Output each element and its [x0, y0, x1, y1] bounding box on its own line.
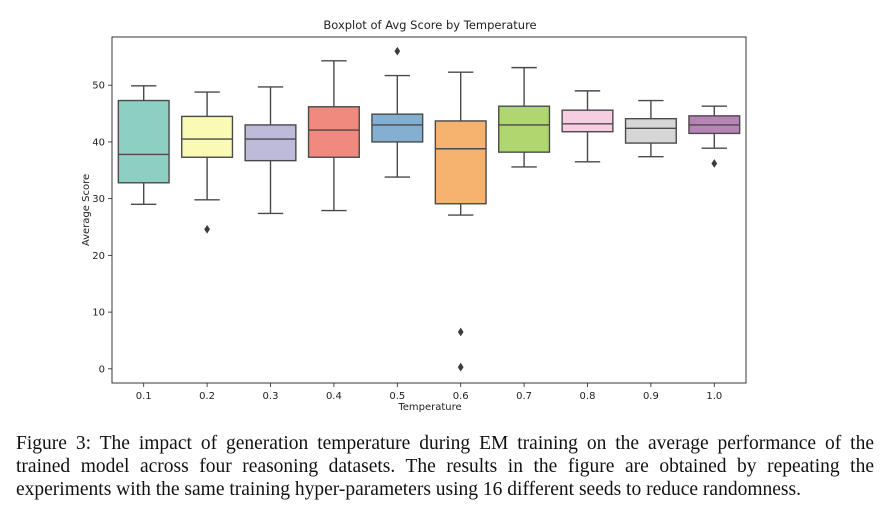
y-axis-label: Average Score [81, 174, 92, 246]
outlier-point [394, 46, 401, 56]
outlier-point [711, 159, 718, 168]
x-tick-label: 0.5 [389, 391, 405, 402]
box-0.4 [307, 106, 360, 158]
x-tick-label: 0.2 [199, 391, 215, 402]
caption-line: Figure 3: The impact of generation tempe… [16, 433, 874, 454]
figure-caption: Figure 3: The impact of generation tempe… [16, 432, 874, 501]
boxplot-chart: Boxplot of Avg Score by Temperature 0 10 2… [81, 18, 747, 413]
box-0.6 [434, 120, 487, 205]
x-tick-label: 0.4 [326, 391, 342, 402]
box-0.8 [561, 109, 614, 133]
x-tick-label: 0.6 [453, 391, 469, 402]
caption-line: trained model across four reasoning data… [16, 456, 874, 477]
box-0.7 [498, 105, 551, 153]
plot-area: 0 10 20 30 40 50 0.1 0.2 0.3 0.4 0.5 0.6 0.7 0.8 0.9 1.… [92, 36, 747, 402]
y-tick-label: 20 [92, 251, 105, 262]
box-0.5 [371, 113, 424, 143]
y-tick-label: 40 [92, 137, 105, 148]
x-axis-label: Temperature [397, 402, 461, 413]
x-tick-label: 0.1 [136, 391, 152, 402]
box-0.1 [117, 99, 170, 184]
box-0.3 [244, 124, 297, 162]
x-tick-label: 0.7 [516, 391, 532, 402]
plot-frame [111, 36, 747, 384]
y-tick-label: 50 [92, 81, 105, 92]
x-tick-label: 1.0 [706, 391, 722, 402]
x-tick-label: 0.9 [643, 391, 659, 402]
outlier-point [457, 362, 464, 372]
y-tick-label: 30 [92, 194, 105, 205]
y-tick-label: 10 [92, 308, 105, 319]
x-tick-label: 0.3 [263, 391, 279, 402]
caption-line: experiments with the same training hyper… [16, 479, 801, 500]
x-tick-label: 0.8 [580, 391, 596, 402]
outlier-point [457, 327, 464, 337]
box-0.2 [181, 115, 234, 158]
box-0.9 [624, 117, 677, 144]
y-tick-label: 0 [99, 364, 105, 375]
outlier-point [204, 224, 210, 234]
chart-title: Boxplot of Avg Score by Temperature [323, 18, 536, 32]
